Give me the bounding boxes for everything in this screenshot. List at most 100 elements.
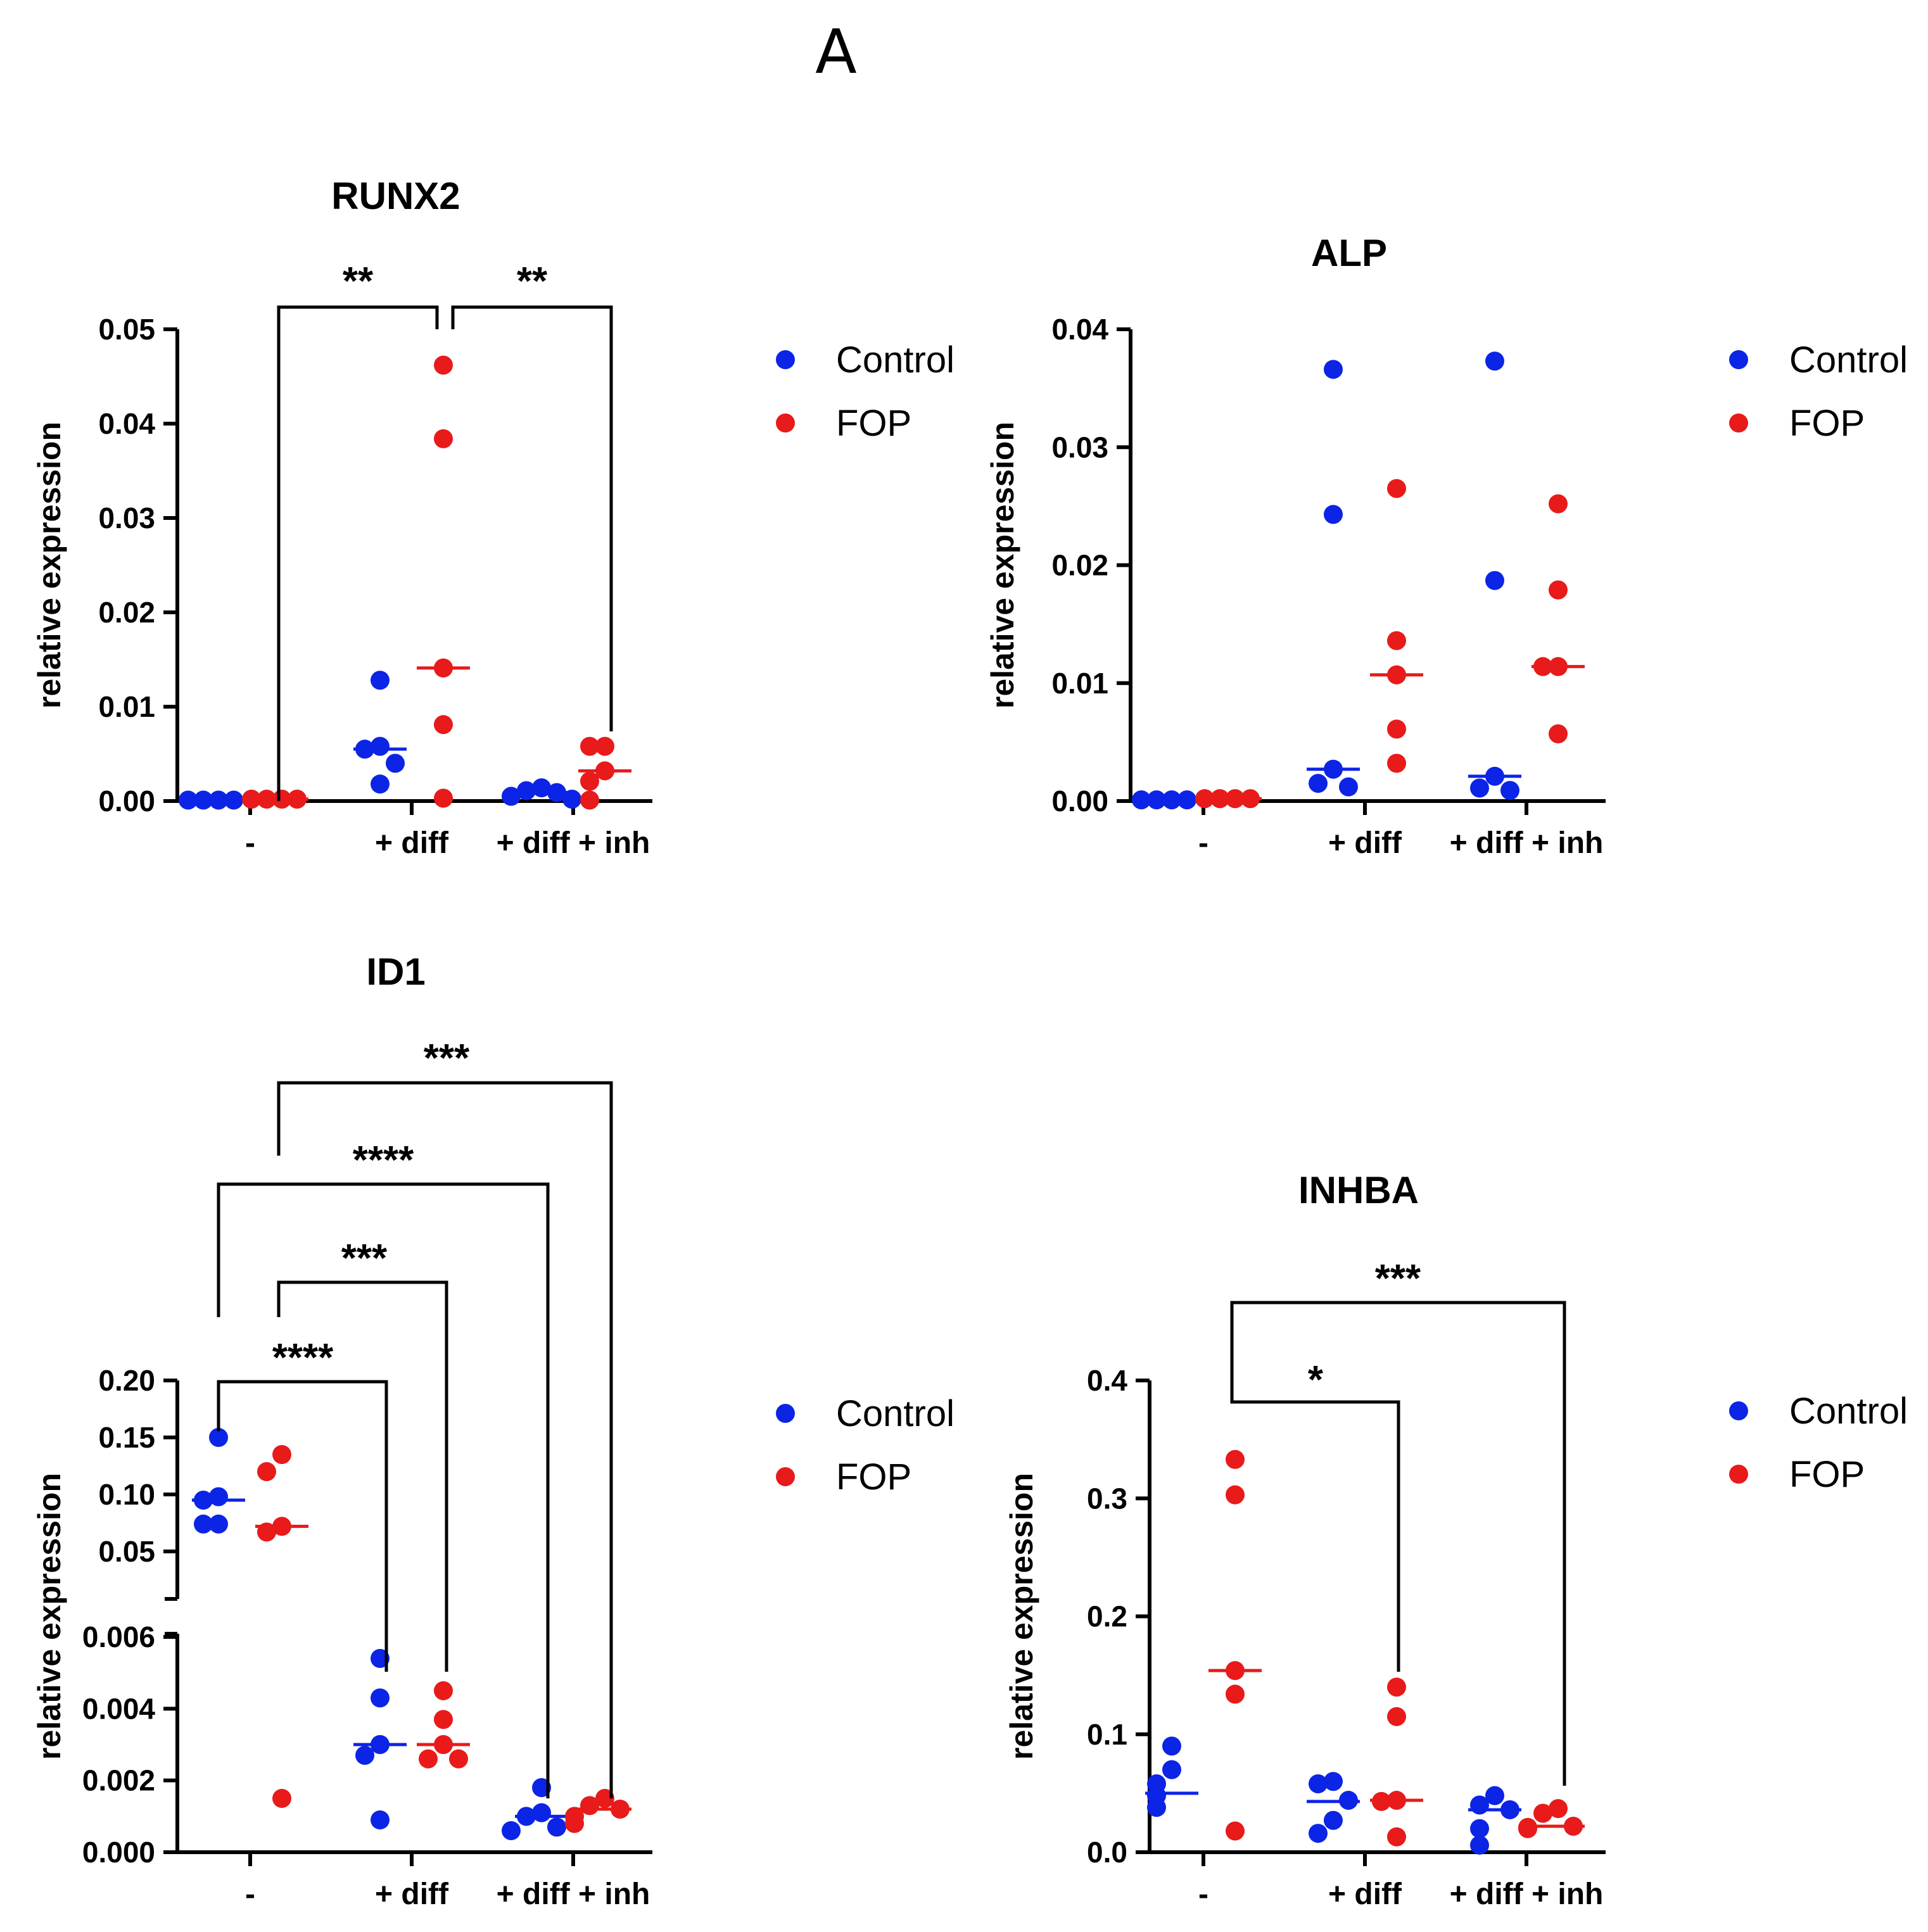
x-tick-label: + diff + inh — [1450, 826, 1604, 860]
data-point — [1226, 1821, 1245, 1841]
y-axis-label: relative expression — [1004, 1473, 1039, 1760]
data-point — [1485, 1786, 1504, 1805]
data-point — [449, 1749, 468, 1769]
data-point — [1147, 1798, 1166, 1817]
data-point — [1162, 1736, 1181, 1756]
significance-label: * — [1308, 1358, 1324, 1402]
data-point — [1518, 1819, 1537, 1838]
series-control — [179, 671, 581, 810]
y-axis-label: relative expression — [32, 1473, 67, 1760]
y-tick-label: 0.04 — [1051, 313, 1108, 346]
data-point — [1195, 789, 1214, 809]
data-point — [434, 1681, 453, 1700]
legend-label: Control — [836, 1393, 954, 1434]
data-point — [1533, 1803, 1552, 1823]
data-point — [1549, 494, 1568, 514]
data-point — [502, 1821, 521, 1840]
series-fop — [1195, 479, 1585, 809]
y-tick-label: 0.2 — [1087, 1600, 1127, 1633]
x-tick-label: + diff — [1328, 826, 1402, 860]
data-point — [1309, 774, 1328, 793]
significance-bracket — [1230, 1377, 1400, 1672]
data-point — [434, 429, 453, 448]
legend-label: FOP — [1789, 403, 1865, 444]
chart-title: ALP — [1311, 232, 1387, 274]
significance-bracket — [1230, 1301, 1566, 1786]
significance-label: ** — [517, 260, 548, 303]
data-point — [1470, 778, 1489, 798]
data-point — [1500, 781, 1519, 800]
data-point — [209, 1428, 228, 1447]
chart-title: ID1 — [366, 950, 425, 993]
y-tick-label: 0.006 — [82, 1620, 155, 1653]
chart-runx2: RUNX2 relative expression 0.00 0.01 0.02 0.03… — [32, 175, 954, 860]
data-point — [242, 790, 261, 809]
y-tick-label: 0.02 — [98, 596, 155, 629]
y-tick-label: 0.05 — [98, 1535, 155, 1568]
data-point — [1549, 724, 1568, 743]
data-point — [434, 355, 453, 375]
chart-title: RUNX2 — [331, 175, 460, 217]
x-tick-label: - — [245, 1878, 255, 1911]
data-point — [1226, 1485, 1245, 1505]
y-tick-label: 0.002 — [82, 1764, 155, 1797]
data-point — [371, 774, 390, 794]
significance-bracket — [277, 1081, 613, 1798]
chart-id1: ID1 relative expression 0.000 0.002 0.004 0.0… — [32, 950, 954, 1911]
legend-marker — [776, 350, 795, 369]
legend-marker — [776, 1404, 795, 1423]
legend-marker — [776, 414, 795, 432]
significance-label: **** — [353, 1139, 414, 1182]
y-tick-label: 0.02 — [1051, 549, 1108, 582]
data-point — [1470, 1819, 1489, 1838]
data-point — [272, 1445, 291, 1464]
significance-label: **** — [272, 1336, 334, 1380]
y-tick-label: 0.004 — [82, 1692, 156, 1725]
y-tick-label: 0.03 — [1051, 431, 1108, 464]
x-tick-label: + diff — [375, 826, 449, 860]
data-point — [1470, 1795, 1489, 1815]
y-tick-label: 0.04 — [98, 407, 155, 440]
x-tick-label: - — [245, 826, 255, 860]
panel-label: A — [815, 16, 857, 87]
y-tick-label: 0.4 — [1087, 1364, 1127, 1397]
data-point — [434, 1710, 453, 1729]
legend-label: Control — [836, 339, 954, 381]
data-point — [257, 1462, 276, 1481]
significance-label: *** — [424, 1037, 470, 1080]
x-tick-label: + diff + inh — [497, 1878, 650, 1911]
series-fop — [255, 1445, 631, 1833]
y-tick-label: 0.05 — [98, 313, 155, 346]
y-tick-label: 0.0 — [1087, 1836, 1127, 1869]
data-point — [1324, 360, 1343, 379]
data-point — [1387, 719, 1406, 739]
y-tick-label: 0.1 — [1087, 1718, 1127, 1751]
data-point — [1387, 1827, 1406, 1847]
y-tick-label: 0.10 — [98, 1478, 155, 1511]
data-point — [1387, 631, 1406, 650]
significance-bracket — [451, 305, 613, 731]
data-point — [371, 1688, 390, 1708]
data-point — [1387, 1707, 1406, 1726]
significance-label: ** — [343, 260, 374, 303]
legend-label: FOP — [1789, 1454, 1865, 1495]
data-point — [371, 1810, 390, 1829]
data-point — [434, 788, 453, 808]
significance-bracket — [277, 305, 439, 801]
data-point — [1387, 1677, 1406, 1697]
legend-label: Control — [1789, 339, 1908, 381]
data-point — [371, 736, 390, 756]
data-point — [1324, 505, 1343, 524]
data-point — [1470, 1835, 1489, 1855]
data-point — [1387, 479, 1406, 498]
significance-bracket — [277, 1280, 448, 1672]
data-point — [1226, 1684, 1245, 1704]
significance-bracket — [217, 1380, 388, 1672]
y-tick-label: 0.000 — [82, 1836, 155, 1869]
data-point — [562, 790, 581, 809]
data-point — [565, 1814, 584, 1833]
data-point — [194, 1514, 213, 1534]
series-fop — [242, 355, 631, 810]
series-control — [1145, 1736, 1521, 1855]
